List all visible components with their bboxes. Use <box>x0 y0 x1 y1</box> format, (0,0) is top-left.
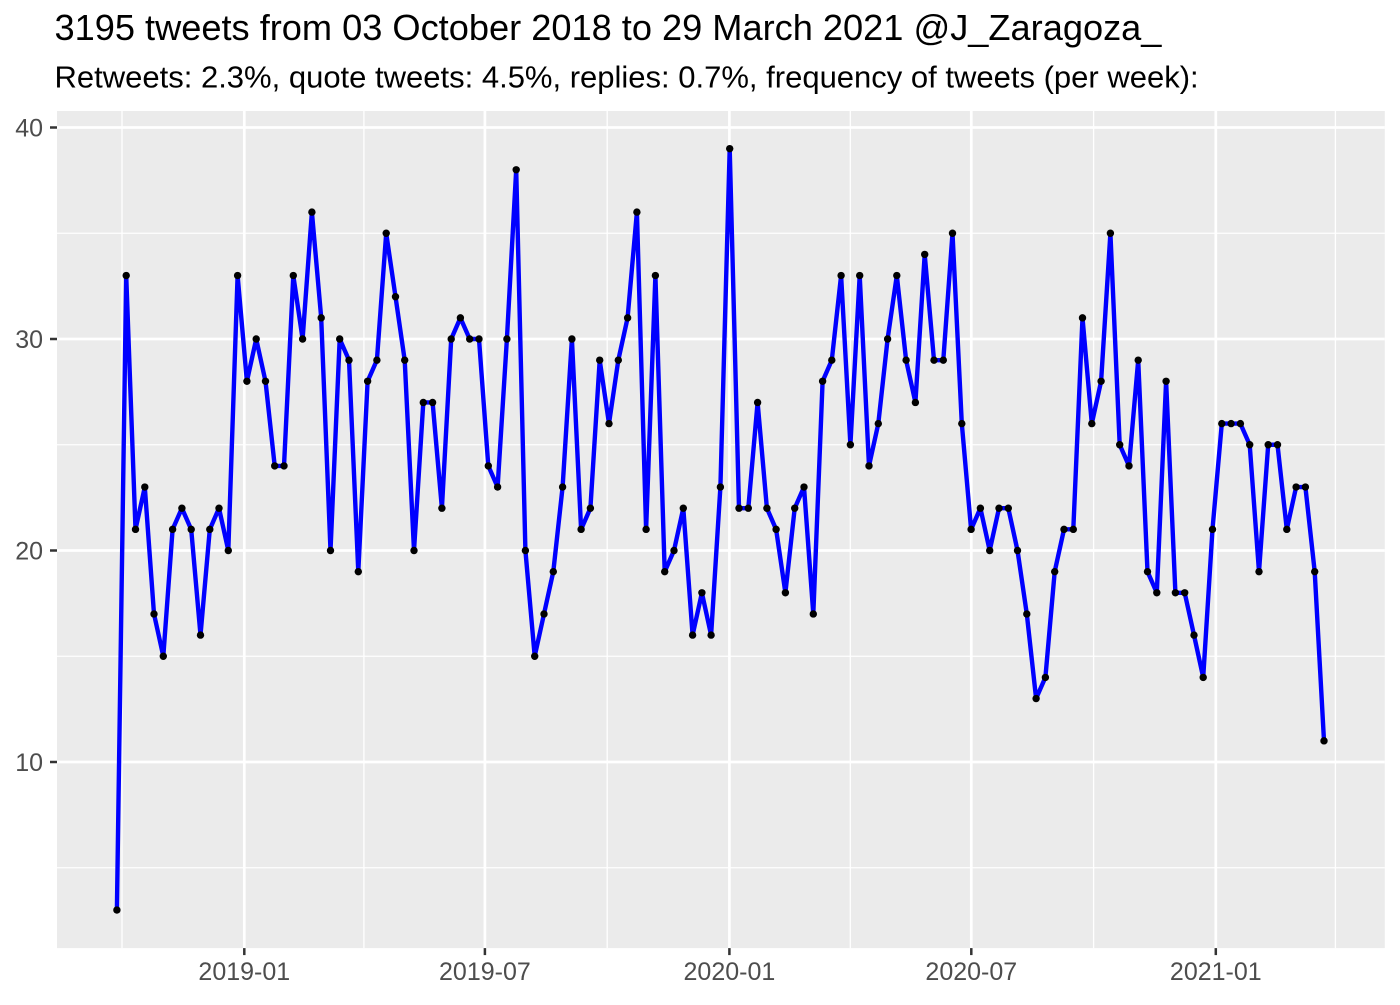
svg-text:2019-01: 2019-01 <box>198 958 290 986</box>
svg-text:2020-07: 2020-07 <box>925 958 1017 986</box>
svg-text:40: 40 <box>15 115 43 143</box>
svg-text:2019-07: 2019-07 <box>439 958 531 986</box>
svg-text:Retweets: 2.3%, quote tweets:: Retweets: 2.3%, quote tweets: 4.5%, repl… <box>55 60 1199 95</box>
svg-text:3195 tweets from 03 October 20: 3195 tweets from 03 October 2018 to 29 M… <box>55 7 1163 48</box>
svg-text:30: 30 <box>15 326 43 354</box>
svg-text:10: 10 <box>15 749 43 777</box>
svg-text:2021-01: 2021-01 <box>1170 958 1262 986</box>
svg-text:20: 20 <box>15 538 43 566</box>
svg-text:2020-01: 2020-01 <box>684 958 776 986</box>
